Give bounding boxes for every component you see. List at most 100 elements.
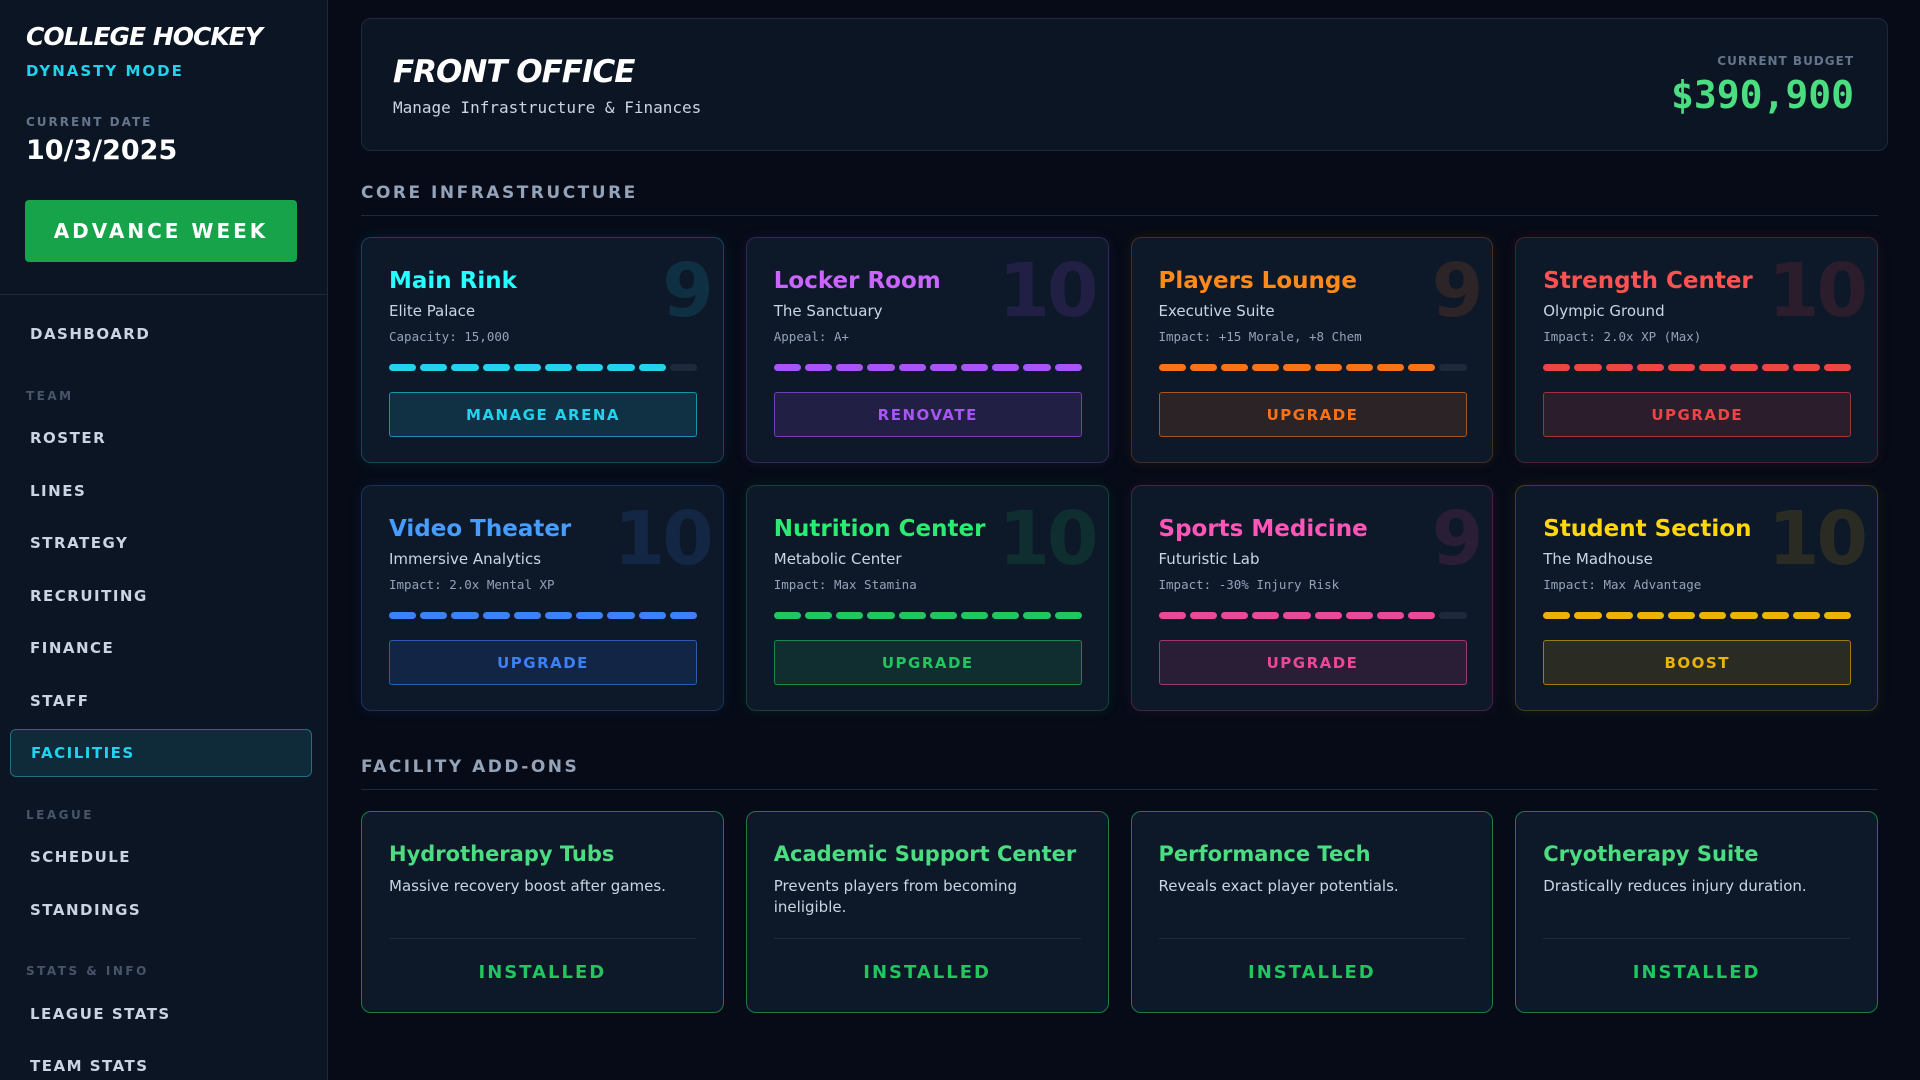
facility-button[interactable]: BOOST — [1543, 640, 1852, 685]
level-segment — [638, 364, 666, 371]
nav-item[interactable]: STANDINGS — [30, 900, 142, 919]
level-segment — [836, 612, 864, 619]
facility-button[interactable]: MANAGE ARENA — [389, 392, 697, 437]
nav-item[interactable]: STAFF — [30, 691, 90, 710]
facility-level: 10 — [1768, 496, 1868, 582]
facility-button[interactable]: UPGRADE — [389, 640, 697, 685]
level-segment — [992, 364, 1020, 371]
level-segment — [1408, 612, 1436, 619]
nav-heading: TEAM — [26, 388, 74, 403]
level-segment — [867, 612, 895, 619]
level-segment — [1574, 612, 1602, 619]
level-segment — [1543, 612, 1571, 619]
header-card: FRONT OFFICE Manage Infrastructure & Fin… — [361, 18, 1888, 151]
nav-item[interactable]: STRATEGY — [30, 534, 129, 553]
facility-tier: Metabolic Center — [773, 550, 902, 568]
nav-item[interactable]: ROSTER — [30, 429, 107, 448]
addon-name: Cryotherapy Suite — [1543, 842, 1759, 866]
addon-name: Academic Support Center — [773, 842, 1077, 866]
facility-level: 9 — [1431, 496, 1483, 582]
addon-status: INSTALLED — [478, 962, 607, 983]
level-segment — [804, 364, 833, 371]
nav-item[interactable]: RECRUITING — [30, 586, 148, 605]
facility-button[interactable]: UPGRADE — [1543, 392, 1852, 437]
level-segment — [669, 364, 698, 371]
nav-item[interactable]: FINANCE — [30, 639, 115, 658]
facility-name: Sports Medicine — [1158, 516, 1368, 542]
nav-item[interactable]: LINES — [30, 481, 87, 500]
level-segment — [389, 364, 417, 371]
facility-level: 10 — [998, 496, 1099, 582]
level-segment — [929, 364, 957, 371]
level-segment — [1574, 364, 1602, 371]
page-subtitle: Manage Infrastructure & Finances — [393, 98, 702, 117]
level-segment — [1761, 364, 1789, 371]
level-segment — [1283, 612, 1311, 619]
facility-button[interactable]: UPGRADE — [1158, 392, 1467, 437]
level-segment — [773, 364, 801, 371]
facility-button[interactable]: UPGRADE — [1158, 640, 1467, 685]
facility-button[interactable]: UPGRADE — [773, 640, 1082, 685]
facility-name: Nutrition Center — [773, 516, 986, 542]
facility-button[interactable]: RENOVATE — [773, 392, 1082, 437]
level-segment — [1345, 612, 1373, 619]
facility-card: 10 Locker Room The Sanctuary Appeal: A+ RENO… — [745, 237, 1109, 463]
level-segment — [545, 612, 573, 619]
divider — [389, 938, 696, 939]
nav-item[interactable]: DASHBOARD — [30, 325, 151, 344]
level-segment — [1699, 612, 1727, 619]
level-segment — [960, 364, 989, 371]
nav-item[interactable]: TEAM STATS — [30, 1057, 149, 1076]
level-segment — [1345, 364, 1373, 371]
addon-grid: Hydrotherapy Tubs Massive recovery boost … — [361, 811, 1878, 1013]
divider — [1543, 938, 1850, 939]
level-bar — [1543, 612, 1852, 619]
level-segment — [1283, 364, 1311, 371]
level-segment — [960, 612, 989, 619]
facility-tier: Futuristic Lab — [1158, 550, 1260, 568]
level-segment — [638, 612, 666, 619]
level-segment — [1408, 364, 1436, 371]
level-segment — [1252, 612, 1280, 619]
level-segment — [1730, 612, 1758, 619]
facility-card: 10 Student Section The Madhouse Impact: Max… — [1515, 485, 1878, 711]
sidebar: COLLEGE HOCKEY DYNASTY MODE CURRENT DATE… — [0, 0, 328, 1080]
level-segment — [867, 364, 895, 371]
addon-card: Performance Tech Reveals exact player pot… — [1130, 811, 1494, 1013]
addon-status: INSTALLED — [1248, 962, 1376, 983]
advance-week-button[interactable]: ADVANCE WEEK — [25, 200, 297, 262]
level-segment — [451, 612, 479, 619]
level-segment — [1824, 364, 1852, 371]
divider — [773, 938, 1081, 939]
level-segment — [1668, 364, 1696, 371]
nav-item[interactable]: FACILITIES — [10, 729, 312, 777]
level-segment — [1376, 612, 1405, 619]
level-segment — [513, 612, 542, 619]
facility-level: 10 — [1768, 248, 1868, 334]
level-segment — [1439, 364, 1467, 371]
addon-description: Drastically reduces injury duration. — [1543, 877, 1807, 895]
facility-card: 9 Main Rink Elite Palace Capacity: 15,000 MA… — [361, 237, 724, 463]
level-segment — [1023, 364, 1051, 371]
nav-menu: DASHBOARD TEAM ROSTER LINES STRATEGY RECRUITI… — [10, 308, 312, 1080]
nav-item[interactable]: SCHEDULE — [30, 848, 132, 867]
level-bar — [1158, 612, 1467, 619]
level-segment — [1189, 364, 1217, 371]
addon-status: INSTALLED — [1632, 962, 1761, 983]
facility-card: 9 Players Lounge Executive Suite Impact: +1… — [1130, 237, 1494, 463]
section-title: FACILITY ADD-ONS — [361, 757, 1878, 790]
page-title: FRONT OFFICE — [393, 54, 635, 90]
facility-name: Video Theater — [389, 516, 572, 542]
facility-detail: Impact: 2.0x XP (Max) — [1543, 329, 1702, 344]
level-segment — [1605, 364, 1633, 371]
level-segment — [1824, 612, 1852, 619]
level-segment — [1252, 364, 1280, 371]
facility-tier: Executive Suite — [1158, 302, 1275, 320]
level-segment — [898, 364, 926, 371]
level-segment — [929, 612, 957, 619]
facility-level: 9 — [1431, 248, 1483, 334]
level-segment — [576, 364, 604, 371]
facility-detail: Appeal: A+ — [773, 329, 850, 344]
nav-item[interactable]: LEAGUE STATS — [30, 1004, 171, 1023]
